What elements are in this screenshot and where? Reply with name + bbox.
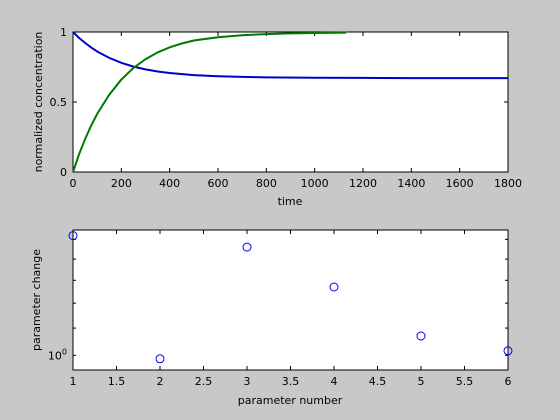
top-x-tick-label: 1200 — [349, 177, 377, 190]
bottom-y-axis-label: parameter change — [30, 249, 43, 351]
scatter-point — [329, 282, 339, 292]
bottom-x-tick-label: 1 — [70, 375, 77, 388]
bottom-plot-area — [72, 229, 509, 371]
top-axis-ticks: 0 200 400 600 800 1000 1200 1400 1600 1800 0 0.5 1 — [50, 26, 523, 190]
top-x-tick-label: 400 — [159, 177, 180, 190]
bottom-y-tick-base: 10 — [48, 349, 62, 362]
bottom-y-tick-label: 100 — [48, 347, 67, 362]
scatter-point — [155, 354, 165, 364]
top-x-axis-label: time — [278, 195, 303, 208]
top-y-tick-label: 0.5 — [50, 96, 68, 109]
top-x-tick-label: 1000 — [301, 177, 329, 190]
bottom-series — [68, 231, 513, 364]
bottom-axis-ticks: 1 1.5 2 2.5 3 3.5 4 4.5 5 5.5 6 100 — [48, 230, 512, 388]
series-line-2 — [72, 31, 347, 173]
bottom-x-tick-label: 4 — [331, 375, 338, 388]
top-plot: 0 200 400 600 800 1000 1200 1400 1600 1800 0 0.5 1 t… — [32, 26, 522, 208]
bottom-x-axis-label: parameter number — [238, 394, 343, 407]
top-x-tick-label: 200 — [111, 177, 132, 190]
top-x-tick-label: 600 — [208, 177, 229, 190]
scatter-point — [68, 231, 78, 241]
bottom-x-tick-label: 5 — [418, 375, 425, 388]
bottom-x-tick-label: 2 — [157, 375, 164, 388]
top-x-tick-label: 1800 — [494, 177, 522, 190]
bottom-x-tick-label: 1.5 — [108, 375, 126, 388]
top-x-tick-label: 800 — [256, 177, 277, 190]
top-y-axis-label: normalized concentration — [32, 32, 45, 173]
bottom-x-tick-label: 6 — [505, 375, 512, 388]
top-series — [72, 31, 508, 173]
bottom-x-tick-label: 3.5 — [282, 375, 300, 388]
bottom-x-tick-label: 4.5 — [369, 375, 387, 388]
top-x-tick-label: 1600 — [446, 177, 474, 190]
bottom-y-tick-exponent: 0 — [62, 347, 67, 356]
scatter-point — [416, 331, 426, 341]
top-x-tick-label: 0 — [70, 177, 77, 190]
top-x-tick-label: 1400 — [397, 177, 425, 190]
scatter-point — [242, 242, 252, 252]
bottom-x-tick-label: 2.5 — [195, 375, 213, 388]
top-y-tick-label: 0 — [60, 166, 67, 179]
bottom-x-tick-label: 5.5 — [456, 375, 474, 388]
top-plot-area — [72, 31, 509, 173]
bottom-plot: 1 1.5 2 2.5 3 3.5 4 4.5 5 5.5 6 100 parameter numbe… — [30, 229, 513, 407]
bottom-x-tick-label: 3 — [244, 375, 251, 388]
top-y-tick-label: 1 — [60, 26, 67, 39]
series-line-1 — [72, 31, 508, 80]
scatter-point — [503, 346, 513, 356]
